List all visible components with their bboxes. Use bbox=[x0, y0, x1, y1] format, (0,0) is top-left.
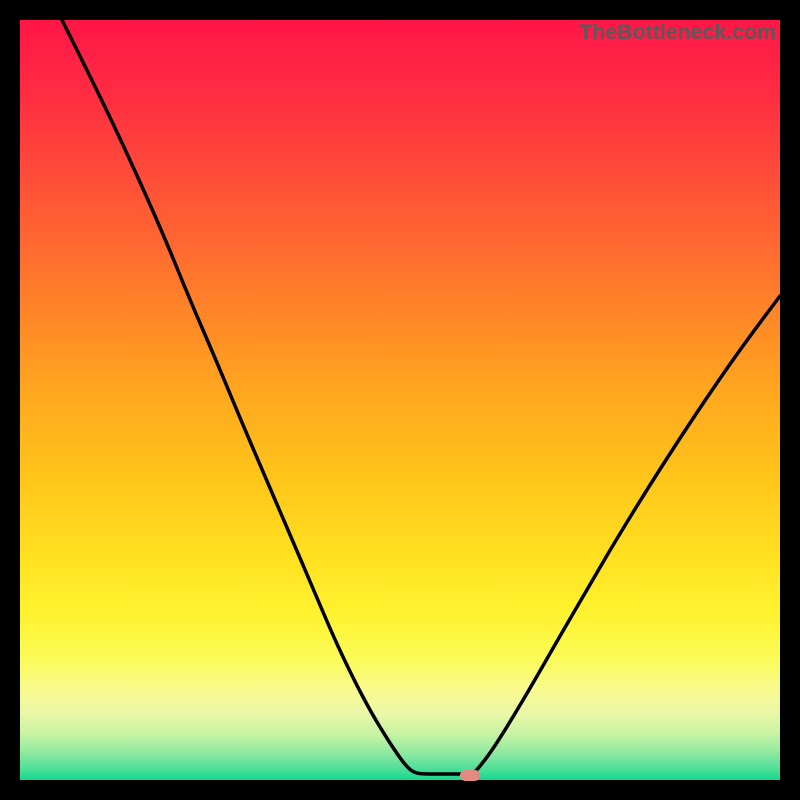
optimum-marker bbox=[460, 770, 480, 781]
plot-area: TheBottleneck.com bbox=[20, 20, 780, 780]
bottleneck-curve bbox=[20, 20, 780, 780]
chart-frame: TheBottleneck.com bbox=[0, 0, 800, 800]
watermark-text: TheBottleneck.com bbox=[579, 20, 776, 45]
